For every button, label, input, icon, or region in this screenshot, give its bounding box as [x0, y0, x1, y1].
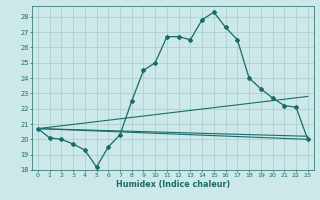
X-axis label: Humidex (Indice chaleur): Humidex (Indice chaleur)	[116, 180, 230, 189]
